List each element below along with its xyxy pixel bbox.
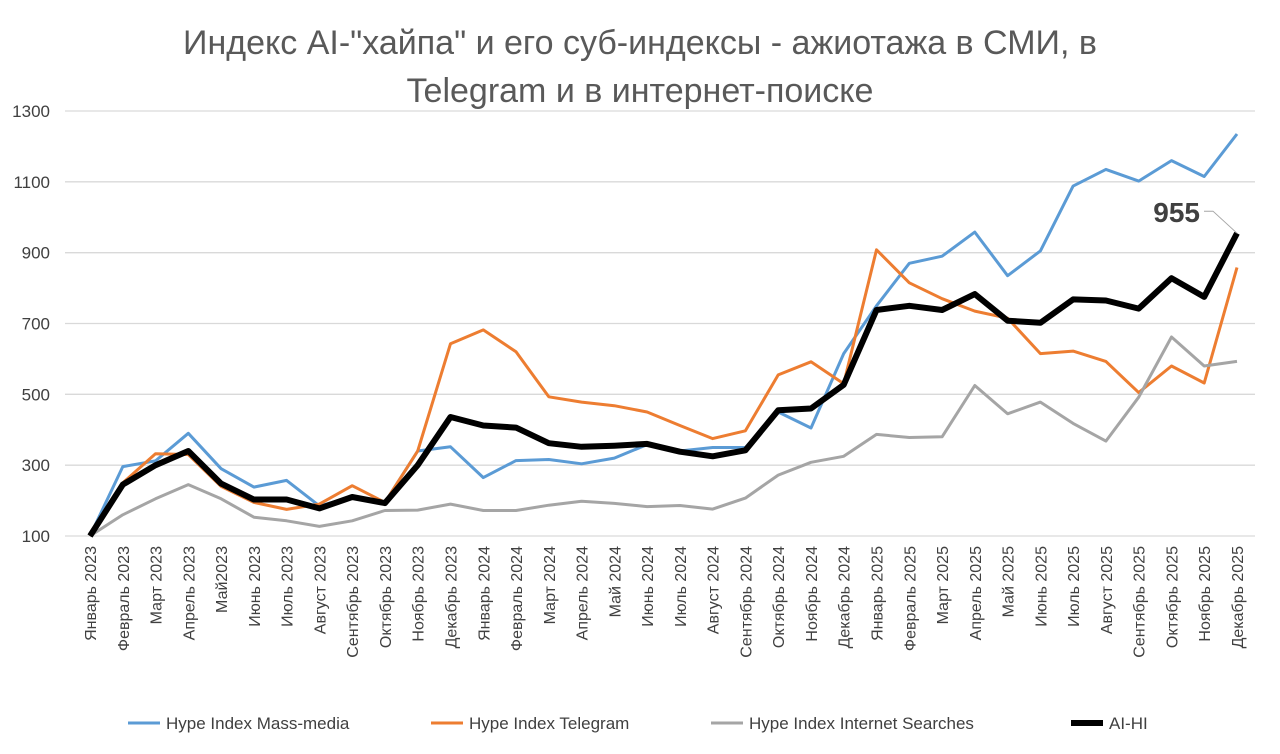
- y-tick-label: 100: [22, 527, 50, 546]
- legend-item: Hype Index Telegram: [431, 714, 629, 733]
- x-tick-label: Февраль 2024: [509, 546, 526, 651]
- x-tick-label: Май 2025: [1001, 546, 1018, 617]
- chart-title-line-2: Telegram и в интернет-поиске: [407, 72, 874, 110]
- x-tick-label: Октябрь 2023: [378, 546, 395, 648]
- x-tick-label: Сентябрь 2025: [1132, 546, 1149, 658]
- y-tick-label: 700: [22, 315, 50, 334]
- y-tick-label: 500: [22, 385, 50, 404]
- x-tick-label: Август 2024: [706, 546, 723, 634]
- legend-label: Hype Index Internet Searches: [749, 714, 974, 733]
- x-tick-label: Январь 2024: [476, 546, 493, 641]
- x-tick-label: Апрель 2024: [575, 546, 592, 640]
- x-tick-label: Январь 2025: [870, 546, 887, 641]
- x-tick-label: Июль 2024: [673, 546, 690, 627]
- chart-title-line-1: Индекс AI-"хайпа" и его суб-индексы - аж…: [183, 24, 1097, 62]
- legend-label: Hype Index Telegram: [469, 714, 629, 733]
- legend-item: Hype Index Mass-media: [128, 714, 350, 733]
- x-tick-label: Декабрь 2024: [837, 546, 854, 649]
- legend-item: Hype Index Internet Searches: [711, 714, 974, 733]
- x-tick-label: Сентябрь 2024: [738, 546, 755, 658]
- x-tick-label: Ноябрь 2023: [411, 546, 428, 642]
- y-tick-label: 300: [22, 456, 50, 475]
- x-tick-label: Октябрь 2024: [771, 546, 788, 648]
- x-tick-label: Ноябрь 2025: [1197, 546, 1214, 642]
- annotation-leader-line: [1204, 210, 1238, 234]
- x-tick-label: Март 2025: [935, 546, 952, 624]
- x-tick-label: Май2023: [214, 546, 231, 613]
- x-tick-label: Декабрь 2025: [1230, 546, 1247, 649]
- x-tick-label: Январь 2023: [83, 546, 100, 641]
- x-tick-label: Февраль 2023: [116, 546, 133, 651]
- series-line-1: [88, 248, 1239, 537]
- x-tick-label: Апрель 2023: [181, 546, 198, 640]
- x-tick-label: Октябрь 2025: [1164, 546, 1181, 648]
- x-tick-label: Июль 2023: [280, 546, 297, 627]
- x-tick-label: Март 2023: [149, 546, 166, 624]
- x-tick-label: Июль 2025: [1066, 546, 1083, 627]
- x-tick-label: Май 2024: [607, 546, 624, 617]
- x-tick-label: Апрель 2025: [968, 546, 985, 640]
- x-tick-label: Июнь 2023: [247, 546, 264, 627]
- y-tick-label: 900: [22, 244, 50, 263]
- legend-label: AI-HI: [1109, 714, 1148, 733]
- x-tick-label: Август 2023: [312, 546, 329, 634]
- x-tick-label: Декабрь 2023: [443, 546, 460, 649]
- x-tick-label: Сентябрь 2023: [345, 546, 362, 658]
- x-tick-label: Август 2025: [1099, 546, 1116, 634]
- legend-label: Hype Index Mass-media: [166, 714, 350, 733]
- y-tick-label: 1300: [12, 102, 50, 121]
- annotation-label: 955: [1153, 197, 1200, 228]
- series-line-0: [88, 133, 1239, 537]
- x-tick-label: Июнь 2024: [640, 546, 657, 627]
- x-tick-label: Ноябрь 2024: [804, 546, 821, 642]
- x-tick-label: Июнь 2025: [1033, 546, 1050, 627]
- legend-item: AI-HI: [1071, 714, 1148, 733]
- y-tick-label: 1100: [13, 173, 50, 192]
- x-tick-label: Март 2024: [542, 546, 559, 624]
- series-line-3: [87, 231, 1240, 538]
- series-line-2: [89, 335, 1238, 538]
- x-tick-label: Февраль 2025: [902, 546, 919, 651]
